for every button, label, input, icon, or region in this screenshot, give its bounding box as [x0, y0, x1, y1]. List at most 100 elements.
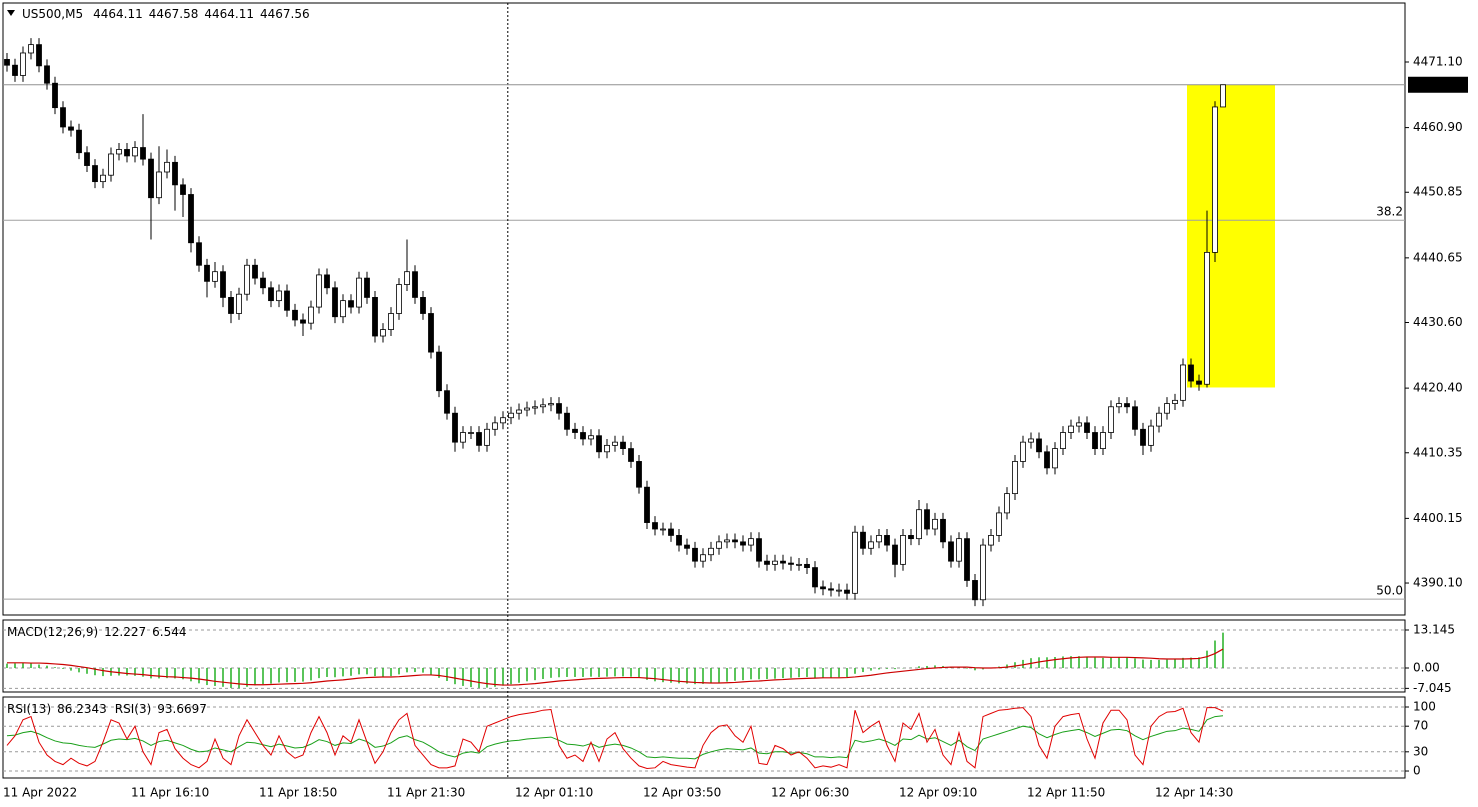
candle-body	[1124, 403, 1130, 408]
candle-body	[676, 535, 682, 546]
candle-body	[1092, 432, 1098, 449]
candle-body	[636, 461, 642, 488]
y-tick-label: 0	[1413, 764, 1421, 778]
candle-body	[324, 274, 330, 289]
candle-body	[1012, 461, 1018, 495]
candle-body	[428, 313, 434, 353]
candle-body	[668, 528, 674, 536]
candle-body	[108, 153, 114, 176]
candle-body	[492, 422, 498, 430]
candle-body	[972, 580, 978, 601]
y-tick-label: 4420.40	[1413, 381, 1463, 395]
candle-body	[916, 509, 922, 540]
candle-body	[812, 567, 818, 588]
candle-body	[364, 277, 370, 298]
candle-body	[652, 522, 658, 530]
candle-body	[764, 560, 770, 565]
candle-body	[212, 271, 218, 282]
candle-body	[1044, 451, 1050, 469]
candle-body	[596, 435, 602, 453]
candle-body	[468, 432, 474, 434]
candle-body	[1004, 493, 1010, 514]
candle-body	[1036, 438, 1042, 453]
candle-body	[620, 441, 626, 449]
candle-body	[1052, 448, 1058, 469]
candle-body	[892, 544, 898, 565]
y-tick-label: 13.145	[1413, 622, 1455, 636]
y-tick-label: 70	[1413, 719, 1428, 733]
macd-header: MACD(12,26,9) 12.227 6.544	[7, 625, 187, 639]
price-label-box	[1408, 76, 1468, 93]
candle-body	[748, 538, 754, 546]
candle-body	[348, 300, 354, 308]
close: 4467.56	[260, 7, 310, 21]
rsi-header: RSI(13) 86.2343 RSI(3) 93.6697	[7, 702, 207, 716]
candle-body	[388, 313, 394, 330]
candle-body	[148, 158, 154, 199]
candle-body	[524, 407, 530, 411]
candle-body	[1084, 422, 1090, 433]
candle-body	[580, 432, 586, 440]
highlight-box	[1187, 84, 1275, 388]
candle-body	[588, 435, 594, 440]
candle-body	[828, 588, 834, 591]
candle-body	[132, 147, 138, 157]
candle-body	[708, 547, 714, 556]
candle-body	[732, 539, 738, 543]
candle-body	[772, 560, 778, 565]
candle-body	[1220, 84, 1226, 108]
candle-body	[612, 441, 618, 446]
candle-body	[796, 563, 802, 566]
y-tick-label: 30	[1413, 744, 1428, 758]
candle-body	[548, 403, 554, 406]
x-tick-label: 11 Apr 21:30	[387, 786, 465, 800]
open: 4464.11	[93, 7, 143, 21]
candle-body	[460, 432, 466, 443]
candle-body	[556, 403, 562, 414]
candle-body	[508, 412, 514, 419]
candle-body	[844, 589, 850, 594]
candle-body	[836, 589, 842, 592]
candle-body	[452, 412, 458, 443]
candle-body	[532, 406, 538, 409]
candle-body	[36, 44, 42, 67]
candle-body	[1204, 251, 1210, 385]
candle-body	[1132, 406, 1138, 430]
candle-body	[84, 152, 90, 166]
macd-value: 12.227	[104, 625, 146, 639]
candle-body	[92, 165, 98, 183]
candle-body	[1180, 364, 1186, 401]
candle-body	[716, 541, 722, 549]
candle-body	[476, 432, 482, 446]
candle-body	[564, 412, 570, 430]
fib-label: 50.0	[1376, 584, 1403, 598]
candle-body	[804, 563, 810, 568]
candle-body	[996, 512, 1002, 536]
candle-body	[4, 59, 10, 66]
candle-body	[884, 535, 890, 546]
candle-body	[1156, 412, 1162, 427]
candle-body	[220, 271, 226, 298]
candle-body	[356, 277, 362, 308]
candle-body	[908, 535, 914, 540]
candle-body	[260, 277, 266, 289]
chart-header: US500,M5 4464.11 4467.58 4464.11 4467.56	[22, 7, 310, 21]
macd-title: MACD(12,26,9)	[7, 625, 98, 639]
candle-body	[228, 297, 234, 314]
high: 4467.58	[149, 7, 199, 21]
candle-body	[100, 174, 106, 183]
y-tick-label: -7.045	[1413, 681, 1452, 695]
candle-body	[180, 184, 186, 195]
candle-body	[924, 509, 930, 530]
y-tick-label: 4440.65	[1413, 250, 1463, 264]
candle-body	[948, 541, 954, 562]
candle-body	[788, 562, 794, 565]
x-tick-label: 11 Apr 2022	[3, 786, 77, 800]
candle-body	[964, 538, 970, 581]
candle-body	[700, 554, 706, 562]
candle-body	[756, 538, 762, 562]
y-tick-label: 4410.35	[1413, 445, 1463, 459]
price-label: 4467.56	[1412, 77, 1462, 91]
candle-body	[900, 535, 906, 565]
